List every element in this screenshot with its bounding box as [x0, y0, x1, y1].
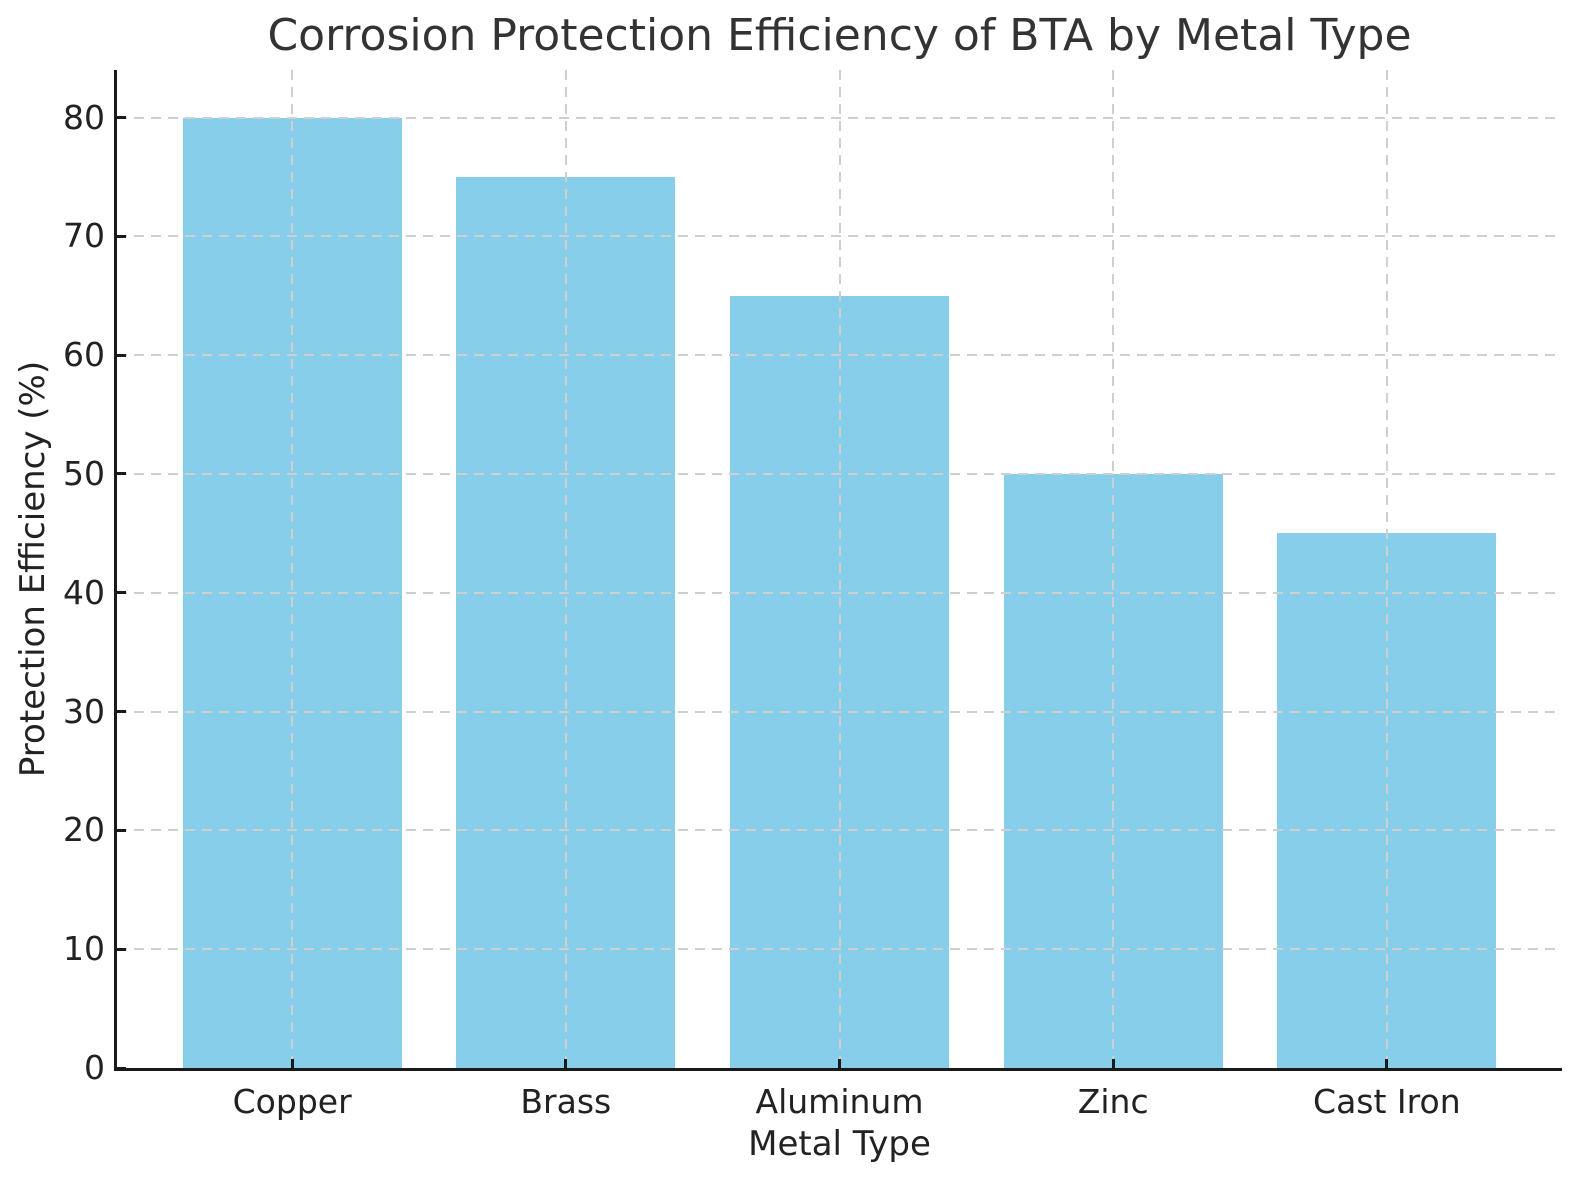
y-axis-label: Protection Efficiency (%) — [13, 360, 53, 778]
y-tick-label-20: 20 — [63, 810, 105, 850]
y-tick-mark-80 — [117, 116, 126, 120]
x-tick-label-copper: Copper — [232, 1082, 352, 1121]
x-axis-label: Metal Type — [748, 1124, 931, 1164]
x-tick-mark-copper — [290, 1059, 294, 1068]
x-tick-label-zinc: Zinc — [1077, 1082, 1149, 1121]
plot-area — [117, 70, 1562, 1070]
y-tick-mark-70 — [117, 234, 126, 238]
chart-title: Corrosion Protection Efficiency of BTA b… — [267, 10, 1412, 61]
y-tick-label-10: 10 — [63, 929, 105, 969]
x-tick-mark-cast-iron — [1385, 1059, 1389, 1068]
y-tick-mark-30 — [117, 710, 126, 714]
y-tick-mark-50 — [117, 472, 126, 476]
v-gridline-aluminum — [838, 70, 841, 1068]
y-tick-mark-10 — [117, 947, 126, 951]
v-gridline-zinc — [1112, 70, 1115, 1068]
y-tick-label-70: 70 — [63, 216, 105, 256]
v-gridline-cast-iron — [1385, 70, 1388, 1068]
y-tick-mark-60 — [117, 353, 126, 357]
y-tick-label-30: 30 — [63, 691, 105, 731]
y-tick-label-0: 0 — [84, 1048, 105, 1087]
x-tick-label-aluminum: Aluminum — [755, 1082, 924, 1121]
x-tick-mark-brass — [564, 1059, 568, 1068]
y-tick-label-60: 60 — [63, 335, 105, 375]
y-tick-label-50: 50 — [63, 453, 105, 493]
x-tick-mark-zinc — [1111, 1059, 1115, 1068]
y-tick-mark-40 — [117, 591, 126, 595]
y-tick-label-40: 40 — [63, 572, 105, 612]
x-tick-label-brass: Brass — [520, 1082, 612, 1121]
x-tick-label-cast-iron: Cast Iron — [1313, 1082, 1461, 1121]
y-tick-label-80: 80 — [63, 97, 105, 137]
y-tick-mark-20 — [117, 828, 126, 832]
y-tick-mark-0 — [117, 1066, 126, 1070]
y-axis-spine — [114, 70, 117, 1071]
x-tick-mark-aluminum — [838, 1059, 841, 1068]
v-gridline-brass — [564, 70, 567, 1068]
v-gridline-copper — [291, 70, 294, 1068]
x-axis-spine — [114, 1068, 1562, 1071]
